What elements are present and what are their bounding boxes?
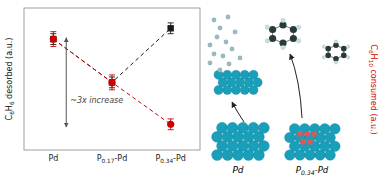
h2-molecule: [221, 54, 226, 59]
plot-area: [50, 23, 175, 130]
carbon-atom: [341, 53, 347, 59]
carbon-atom: [269, 35, 276, 42]
schematic: [208, 15, 350, 161]
h2-molecule: [218, 26, 223, 31]
point-marker: [108, 79, 115, 86]
carbon-atom: [290, 35, 297, 42]
h2-molecule: [227, 62, 232, 67]
h2-molecule: [215, 35, 220, 40]
slab-atom: [231, 70, 240, 79]
slab-atom: [227, 122, 238, 133]
diagram-label: P0.34-Pd: [296, 165, 329, 176]
x-tick-label: Pd: [48, 154, 58, 163]
hydrogen-atom: [322, 56, 325, 59]
h2-molecule: [208, 43, 213, 48]
point-marker: [109, 79, 115, 85]
dopant-atom: [311, 131, 317, 137]
h2-molecule: [212, 52, 217, 57]
slab-atom: [217, 122, 228, 133]
series-line: [53, 28, 170, 82]
h2-molecule: [226, 15, 231, 20]
h2-molecule: [212, 18, 217, 23]
figure: Pd P0.17-Pd P0.34-Pd C6H6 desorbed (a.u.) ~3…: [0, 0, 378, 179]
annotation-arrow: [66, 38, 67, 127]
hydrogen-atom: [265, 39, 269, 43]
slab-atom: [240, 70, 249, 79]
dopant-atom: [300, 139, 306, 145]
point-marker: [50, 36, 56, 42]
h2-molecule: [208, 61, 213, 66]
slab-atom: [320, 123, 331, 134]
point-marker: [50, 36, 57, 43]
x-tick-label: P0.17-Pd: [97, 154, 127, 164]
y-axis-label: C6H6 desorbed (a.u.): [5, 38, 15, 121]
hydrogen-atom: [265, 25, 269, 29]
h2-molecule: [230, 47, 235, 52]
x-tick-label: P0.34-Pd: [155, 154, 185, 164]
carbon-atom: [341, 46, 347, 52]
error-bar: [109, 75, 115, 90]
error-bar: [168, 23, 174, 34]
hydrogen-atom: [281, 45, 285, 49]
diagram-label: Pd: [232, 165, 243, 175]
slab-atom: [330, 123, 341, 134]
dopant-atom: [307, 139, 313, 145]
slab-atom: [249, 70, 258, 79]
annotation-text: ~3x increase: [70, 96, 123, 105]
point-marker: [167, 25, 173, 31]
reaction-arrow: [290, 54, 302, 118]
h2-molecule: [218, 68, 223, 73]
carbon-atom: [290, 26, 297, 33]
hydrogen-atom: [322, 45, 325, 48]
plot-frame: [24, 8, 200, 150]
hydrogen-atom: [346, 56, 349, 59]
hydrogen-atom: [346, 45, 349, 48]
series-line: [53, 39, 170, 124]
hydrogen-atom: [334, 40, 337, 43]
h2-molecule: [238, 56, 243, 61]
y-axis-label-right: C6H10 consumed (a.u.): [368, 44, 378, 134]
hydrogen-atom: [281, 18, 285, 22]
h2-molecule: [224, 40, 229, 45]
hydrogen-atom: [296, 25, 300, 29]
reaction-arrow: [232, 102, 244, 122]
slab-atom: [223, 70, 232, 79]
error-bar: [50, 32, 56, 47]
carbon-atom: [325, 53, 331, 59]
error-bar: [168, 119, 174, 130]
slab-atom: [237, 122, 248, 133]
h2-molecule: [233, 30, 238, 35]
hydrogen-atom: [334, 61, 337, 64]
hydrogen-atom: [296, 39, 300, 43]
carbon-atom: [269, 26, 276, 33]
slab-atom: [248, 122, 259, 133]
slab-atom: [258, 122, 269, 133]
point-marker: [167, 121, 174, 128]
dopant-atom: [297, 131, 303, 137]
carbon-atom: [325, 46, 331, 52]
dopant-atom: [304, 131, 310, 137]
